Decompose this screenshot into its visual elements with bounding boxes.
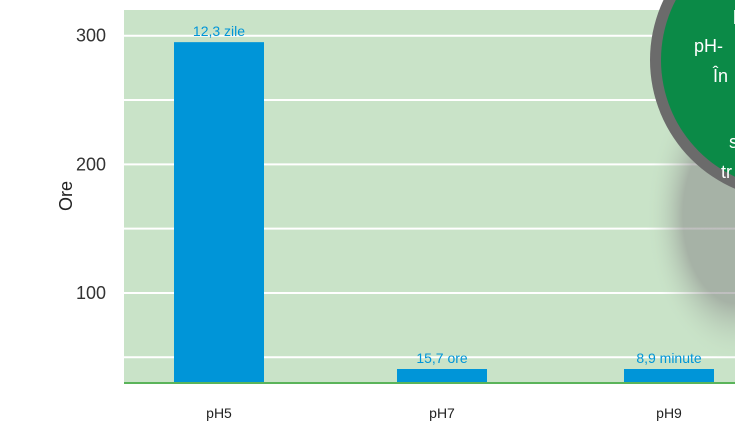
category-labels: pH5 pH7 pH9 xyxy=(206,405,682,421)
badge-circle xyxy=(661,0,735,177)
y-axis-label: Ore xyxy=(56,181,76,211)
y-tick-label: 100 xyxy=(76,283,106,303)
bar-ph7 xyxy=(397,369,487,383)
bar-ph9 xyxy=(624,369,714,383)
badge-line-5: s xyxy=(729,132,735,152)
badge-line-2: pH- xyxy=(694,36,723,56)
category-label: pH7 xyxy=(429,405,455,421)
badge-line-3: În xyxy=(712,66,728,86)
data-label: 8,9 minute xyxy=(636,350,702,366)
badge-line-1: p xyxy=(733,4,735,24)
y-tick-labels: 100 200 300 xyxy=(76,26,106,303)
data-label: 15,7 ore xyxy=(416,350,468,366)
data-label: 12,3 zile xyxy=(193,23,245,39)
category-label: pH9 xyxy=(656,405,682,421)
badge: p pH- În s tr xyxy=(646,0,735,363)
badge-line-6: tr xyxy=(721,162,732,182)
y-tick-label: 200 xyxy=(76,154,106,174)
bar-ph5 xyxy=(174,42,264,383)
category-label: pH5 xyxy=(206,405,232,421)
y-tick-label: 300 xyxy=(76,26,106,46)
bars: 12,3 zile 15,7 ore 8,9 minute xyxy=(174,23,714,383)
